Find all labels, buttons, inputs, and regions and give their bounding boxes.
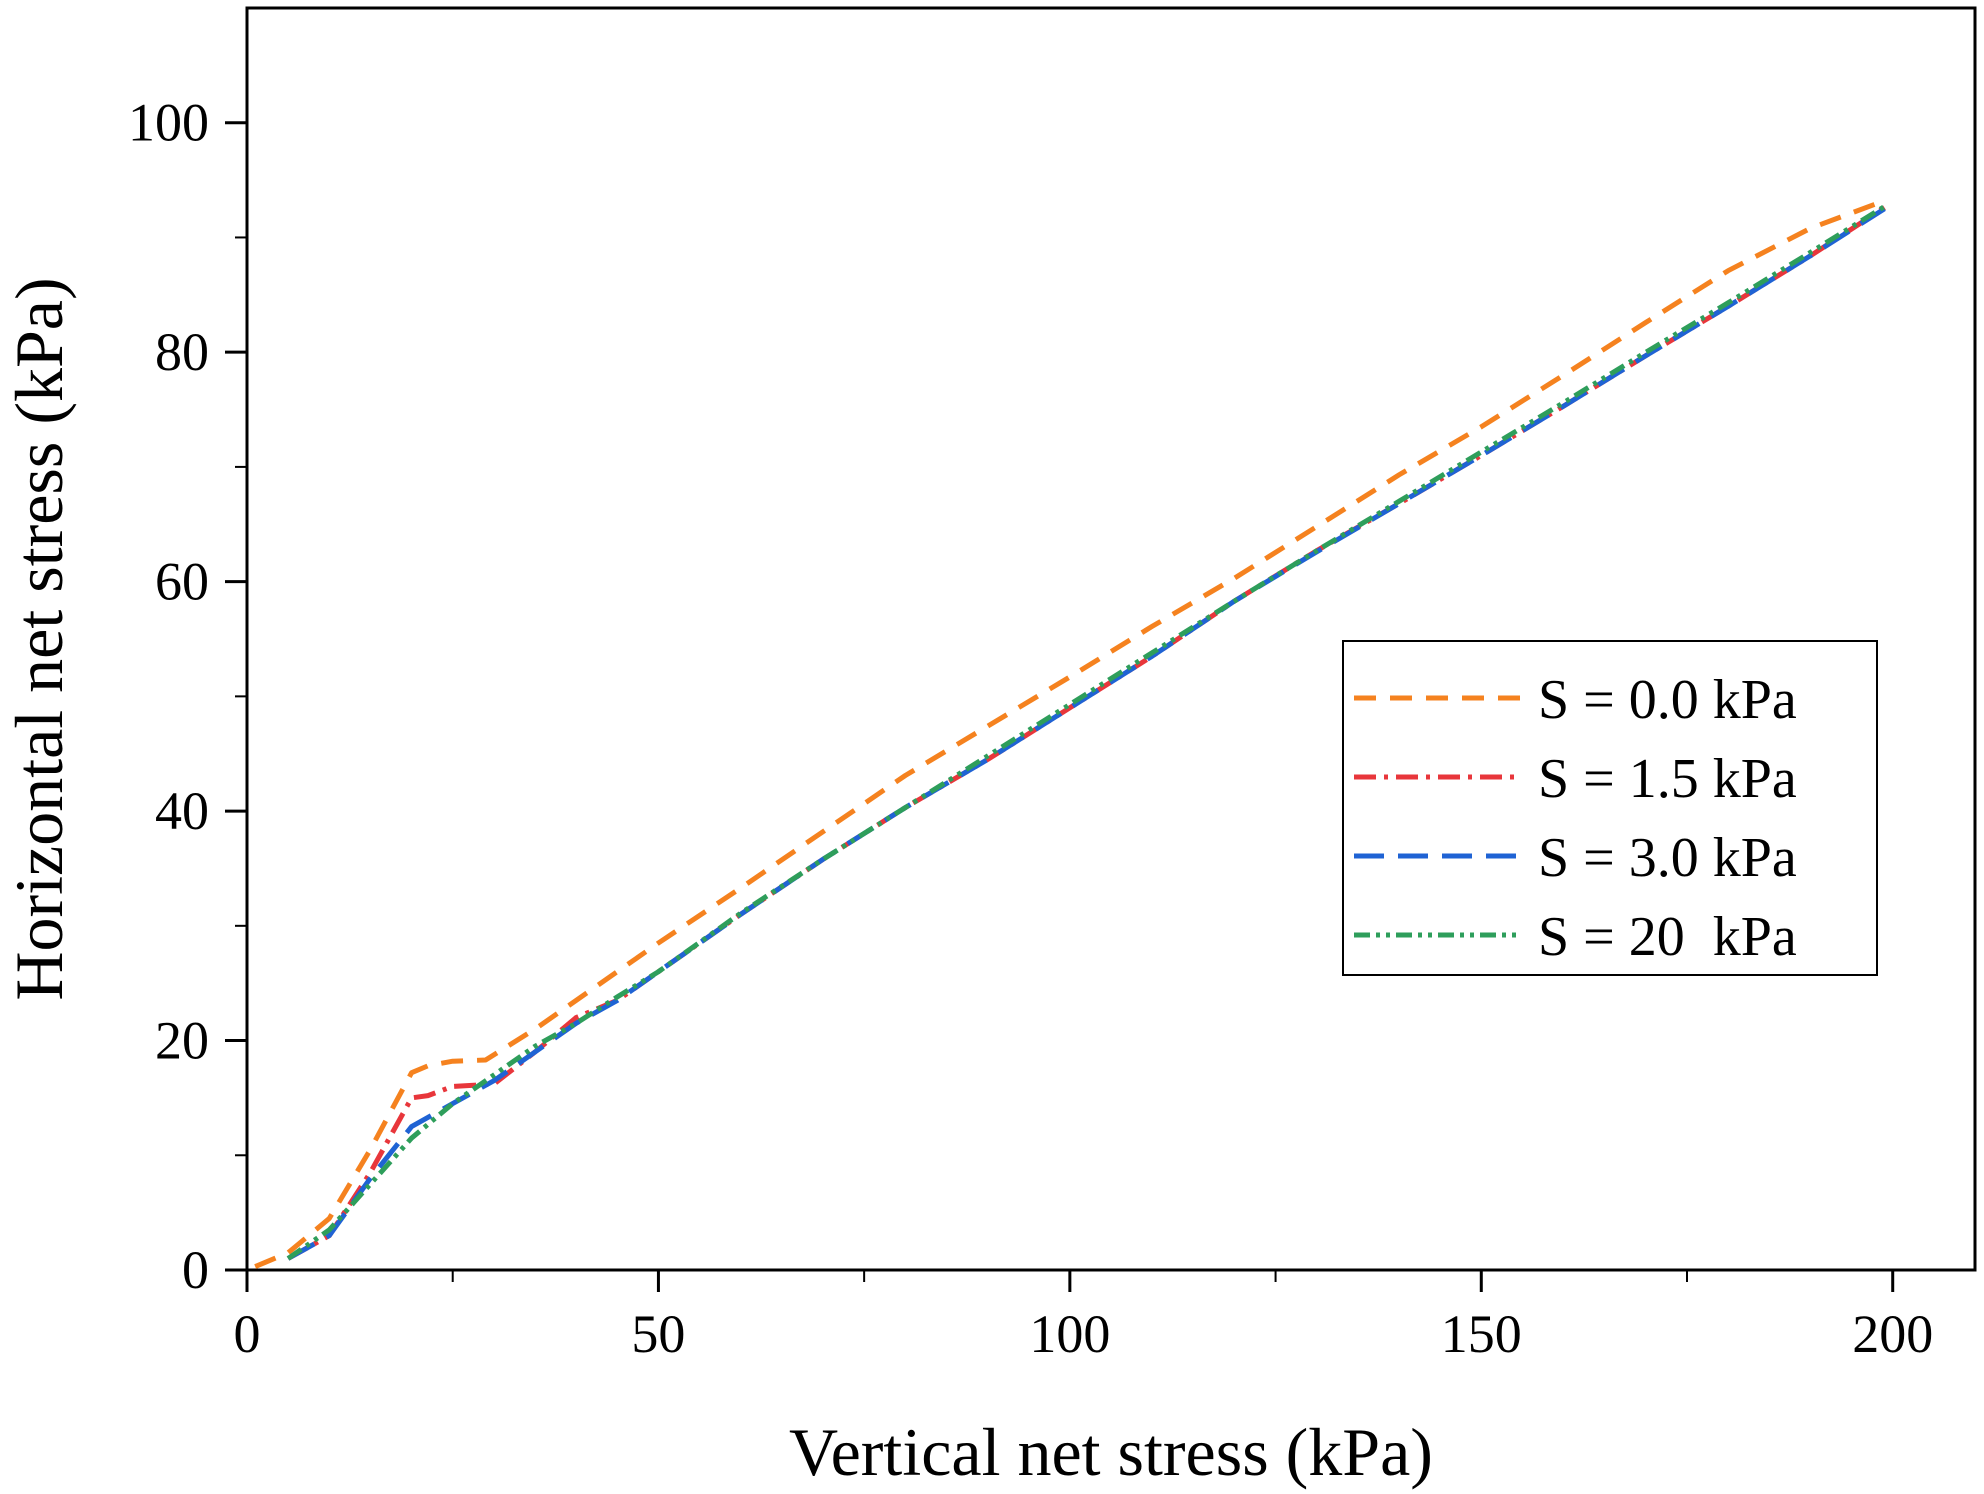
y-tick-label: 60 (155, 552, 209, 612)
legend-label: S = 3.0 kPa (1538, 827, 1797, 889)
x-tick-label: 150 (1441, 1304, 1522, 1364)
series-line-4 (286, 204, 1886, 1261)
legend-label: S = 20 kPa (1538, 906, 1797, 968)
legend-label: S = 0.0 kPa (1538, 669, 1797, 731)
legend-label: S = 1.5 kPa (1538, 748, 1797, 810)
legend-items: S = 0.0 kPa S = 1.5 kPa S = 3.0 kPa S = 20 … (1354, 669, 1797, 968)
x-tick-label: 100 (1029, 1304, 1110, 1364)
axis-ticks: 0 50 100 150 200 0 20 40 60 80 100 (128, 93, 1933, 1364)
x-axis-title: Vertical net stress (kPa) (789, 1414, 1433, 1490)
y-axis-title: Horizontal net stress (kPa) (1, 277, 77, 1000)
series-line-1 (254, 198, 1886, 1269)
y-tick-label: 100 (128, 93, 209, 153)
y-tick-label: 40 (155, 781, 209, 841)
x-tick-label: 200 (1852, 1304, 1933, 1364)
y-tick-label: 0 (182, 1240, 209, 1300)
plot-frame (245, 6, 1977, 1272)
series-layer (254, 198, 1886, 1269)
y-tick-label: 20 (155, 1011, 209, 1071)
legend: S = 0.0 kPa S = 1.5 kPa S = 3.0 kPa S = 20 … (1342, 640, 1878, 976)
series-line-2 (286, 205, 1886, 1261)
x-tick-label: 0 (234, 1304, 261, 1364)
y-tick-label: 80 (155, 322, 209, 382)
x-tick-label: 50 (631, 1304, 685, 1364)
